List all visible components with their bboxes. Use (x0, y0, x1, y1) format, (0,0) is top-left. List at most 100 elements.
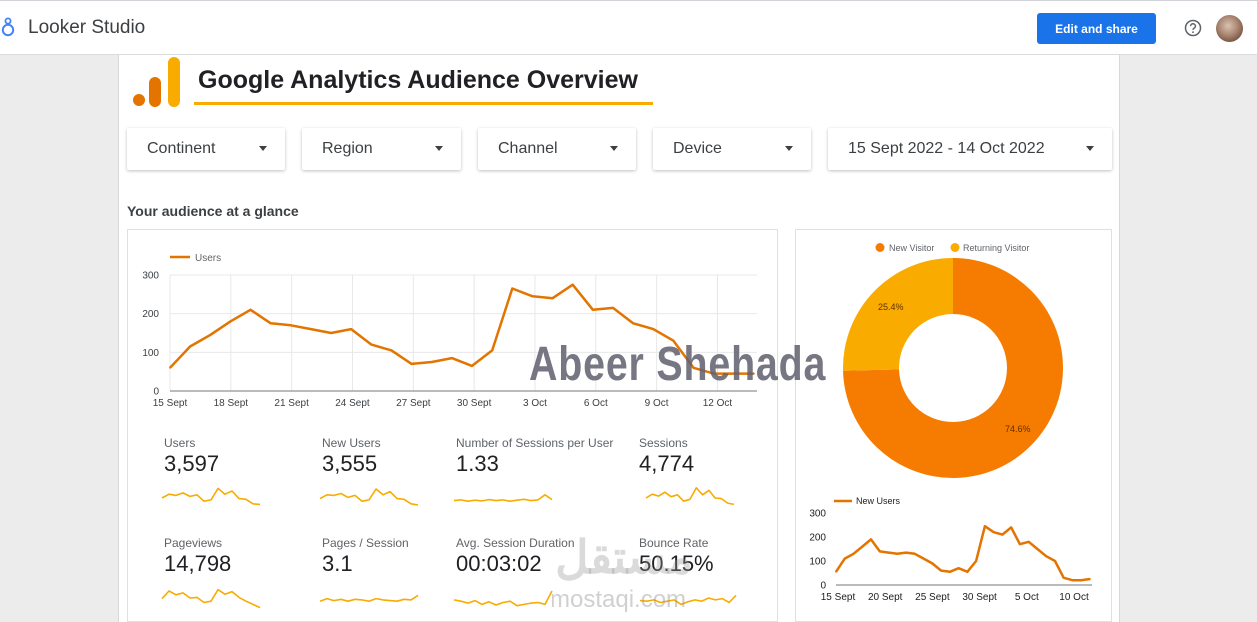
data-point (370, 343, 373, 346)
edit-and-share-button[interactable]: Edit and share (1037, 13, 1156, 44)
y-tick-label: 300 (809, 509, 826, 520)
filter-label: Continent (147, 140, 216, 157)
data-point (350, 328, 353, 331)
data-point (1045, 555, 1048, 558)
data-point (1089, 578, 1091, 580)
scorecard-label: New Users (322, 436, 381, 450)
scorecard-label: Sessions (639, 436, 688, 450)
y-tick-label: 300 (142, 271, 159, 282)
chart-legend: New Users (834, 496, 901, 506)
users-line-chart[interactable]: Users 0 100 200 300 15 Sept 18 Sept 21 Sept 24… (140, 245, 770, 415)
data-point (229, 320, 232, 323)
sparkline-new-users (319, 488, 419, 506)
x-tick-label: 12 Oct (703, 398, 733, 409)
sparkline-pages-per-session (319, 594, 419, 602)
users-series (169, 283, 755, 375)
x-tick-label: 24 Sept (335, 398, 370, 409)
date-range-control[interactable]: 15 Sept 2022 - 14 Oct 2022 (828, 128, 1112, 170)
svg-text:mostaqi.com: mostaqi.com (552, 586, 686, 613)
data-point (692, 366, 695, 369)
visitor-donut-chart[interactable]: New Visitor Returning Visitor 74.6% 25.4… (800, 232, 1108, 487)
filter-region[interactable]: Region (302, 128, 461, 170)
data-point (672, 339, 675, 342)
scorecard-label: Pages / Session (322, 536, 409, 550)
scorecard-value: 14,798 (164, 551, 232, 576)
x-tick-label: 27 Sept (396, 398, 431, 409)
data-point (632, 322, 635, 325)
filter-label: Region (322, 140, 373, 157)
x-axis: 15 Sept 18 Sept 21 Sept 24 Sept 27 Sept 30 Se… (153, 398, 733, 409)
y-tick-label: 0 (820, 581, 826, 592)
x-tick-label: 3 Oct (523, 398, 547, 409)
data-point (992, 531, 995, 534)
data-point (835, 570, 837, 573)
new-users-line-chart[interactable]: New Users 0 100 200 300 15 Sept 20 Sept 25 Se… (800, 492, 1108, 610)
new-users-line (834, 524, 1091, 582)
sparkline-bounce-rate (639, 594, 737, 606)
x-tick-label: 30 Sept (457, 398, 492, 409)
sparkline-path (319, 594, 419, 602)
data-point (209, 334, 212, 336)
scorecard-label: Pageviews (164, 536, 223, 550)
data-point (451, 357, 453, 360)
data-point (896, 552, 899, 555)
data-point (887, 551, 890, 554)
x-tick-label: 5 Oct (1015, 592, 1039, 603)
data-point (905, 551, 907, 554)
filter-continent[interactable]: Continent (127, 128, 285, 170)
data-point (1010, 526, 1013, 529)
filter-channel[interactable]: Channel (478, 128, 636, 170)
filter-label: Device (673, 140, 722, 157)
filter-device[interactable]: Device (653, 128, 811, 170)
data-point (571, 283, 574, 286)
scorecard-bounce-rate: Bounce Rate 50.15% (639, 536, 714, 577)
sparkline-path (645, 487, 735, 506)
user-avatar[interactable] (1216, 15, 1243, 42)
mostaqi-site-mark: مستقل mostaqi.com (552, 531, 693, 613)
scorecard-pageviews: Pageviews 14,798 (164, 536, 231, 577)
y-axis: 0 100 200 300 (809, 509, 826, 592)
data-point (878, 550, 881, 553)
data-point (966, 570, 969, 573)
legend-label: Returning Visitor (963, 243, 1029, 253)
y-tick-label: 100 (142, 348, 159, 359)
scorecard-label: Bounce Rate (639, 536, 709, 550)
legend-label: Users (195, 253, 221, 264)
caret-down-icon (435, 146, 443, 151)
brand[interactable]: Looker Studio (0, 15, 145, 41)
section-title: Your audience at a glance (127, 203, 299, 219)
sparkline-avg-session-duration (453, 590, 553, 607)
scorecard-value: 3,597 (164, 451, 220, 476)
x-tick-label: 9 Oct (645, 398, 669, 409)
x-tick-label: 15 Sept (153, 398, 188, 409)
data-point (843, 557, 846, 560)
scorecard-value: 3.1 (322, 551, 353, 576)
data-point (491, 349, 494, 352)
title-underline (194, 102, 653, 105)
slice-label-returning-visitor: 25.4% (878, 302, 904, 312)
help-icon[interactable] (1183, 18, 1203, 38)
data-point (612, 306, 614, 309)
data-point (390, 349, 393, 352)
legend-label: New Users (856, 496, 901, 506)
data-point (1071, 579, 1074, 582)
data-point (975, 560, 978, 562)
caret-down-icon (259, 146, 267, 151)
data-point (940, 569, 943, 572)
new-users-series (834, 524, 1092, 586)
data-point (591, 308, 594, 311)
data-point (870, 538, 872, 541)
data-point (753, 372, 755, 375)
scorecard-label: Number of Sessions per User (456, 436, 614, 450)
date-range-label: 15 Sept 2022 - 14 Oct 2022 (848, 140, 1045, 157)
y-tick-label: 0 (153, 387, 159, 398)
x-axis: 15 Sept 20 Sept 25 Sept 30 Sept 5 Oct 10 Oct (821, 592, 1089, 603)
users-line (169, 283, 754, 375)
app-name: Looker Studio (28, 17, 146, 38)
sparkline-path (453, 590, 553, 607)
data-point (1080, 579, 1083, 582)
donut-slices (843, 258, 1063, 478)
scorecard-value: 3,555 (322, 451, 378, 476)
data-point (310, 328, 312, 331)
caret-down-icon (610, 146, 618, 151)
